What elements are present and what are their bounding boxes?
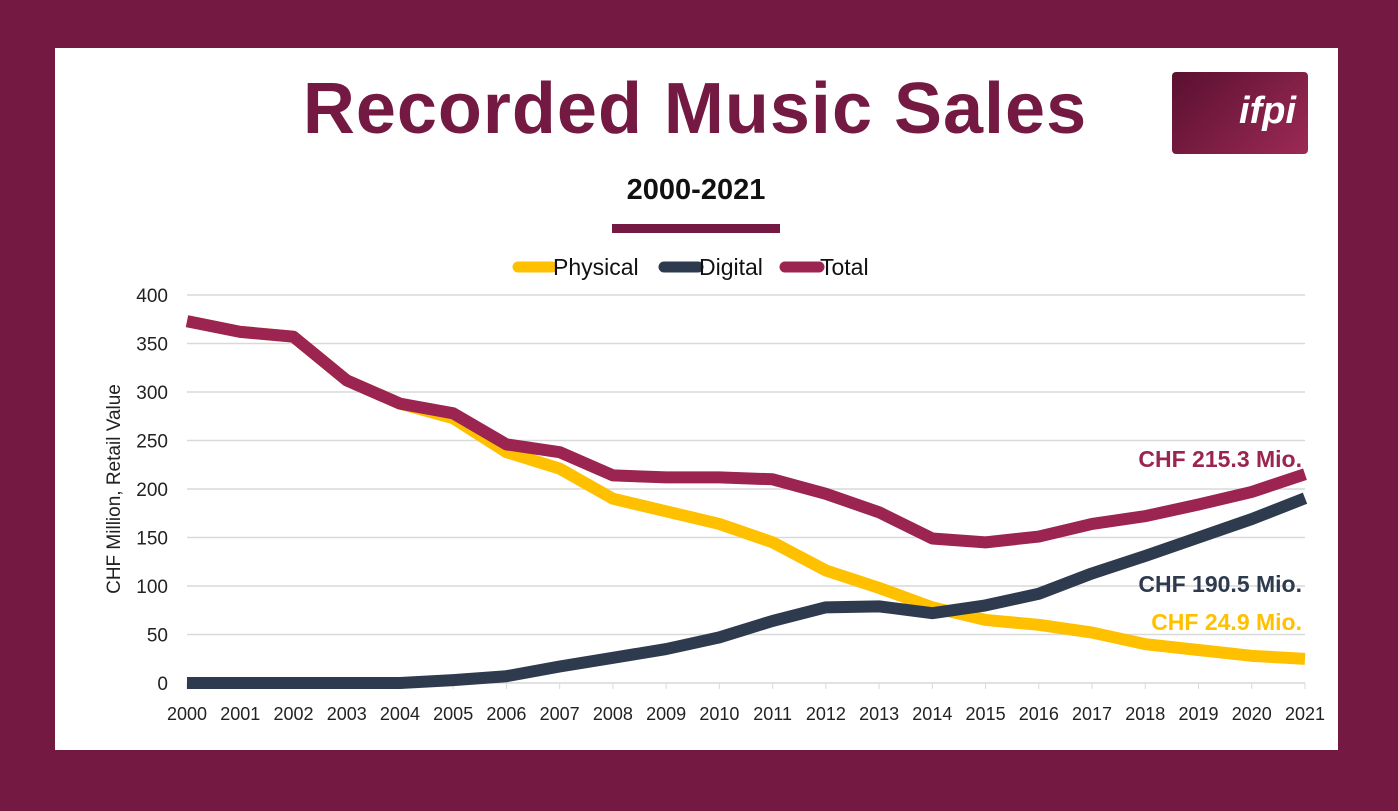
x-tick-label: 2019 [1179, 704, 1219, 724]
y-tick-label: 400 [136, 286, 168, 307]
y-axis-label: CHF Million, Retail Value [104, 384, 125, 594]
x-tick-label: 2021 [1285, 704, 1325, 724]
x-tick-label: 2011 [753, 704, 792, 724]
x-tick-label: 2002 [273, 704, 313, 724]
x-tick-label: 2020 [1232, 704, 1272, 724]
x-tick-label: 2005 [433, 704, 473, 724]
x-tick-label: 2007 [540, 704, 580, 724]
x-tick-label: 2003 [327, 704, 367, 724]
y-tick-label: 250 [136, 432, 168, 453]
legend-label-digital: Digital [699, 254, 763, 280]
x-tick-label: 2000 [167, 704, 207, 724]
x-tick-label: 2013 [859, 704, 899, 724]
x-tick-label: 2014 [912, 704, 952, 724]
ifpi-logo: ifpi [1172, 72, 1308, 154]
chart-title: Recorded Music Sales [302, 69, 1088, 149]
x-tick-label: 2017 [1072, 704, 1112, 724]
x-tick-label: 2010 [699, 704, 739, 724]
chart-subtitle: 2000-2021 [626, 174, 766, 206]
series-line-total [185, 315, 1307, 549]
end-label-digital: CHF 190.5 Mio. [1138, 571, 1302, 597]
x-tick-label: 2015 [966, 704, 1006, 724]
x-tick-label: 2016 [1019, 704, 1059, 724]
x-tick-label: 2004 [380, 704, 420, 724]
y-tick-label: 200 [136, 480, 168, 501]
y-tick-label: 50 [147, 626, 168, 647]
logo-text: ifpi [1239, 90, 1296, 132]
subtitle-underline [612, 224, 780, 233]
x-tick-label: 2001 [220, 704, 260, 724]
end-label-physical: CHF 24.9 Mio. [1151, 609, 1302, 635]
x-tick-label: 2012 [806, 704, 846, 724]
y-tick-label: 300 [136, 383, 168, 404]
series-line-physical [185, 315, 1306, 665]
legend-label-physical: Physical [553, 254, 639, 280]
y-tick-label: 150 [136, 529, 168, 550]
chart-panel [55, 48, 1338, 750]
end-label-total: CHF 215.3 Mio. [1138, 446, 1302, 472]
y-tick-label: 100 [136, 577, 168, 598]
series-line-digital [187, 492, 1308, 689]
y-tick-label: 0 [157, 674, 168, 695]
x-tick-label: 2006 [486, 704, 526, 724]
x-tick-label: 2008 [593, 704, 633, 724]
legend-label-total: Total [820, 254, 869, 280]
x-tick-label: 2009 [646, 704, 686, 724]
y-tick-label: 350 [136, 335, 168, 356]
x-tick-label: 2018 [1125, 704, 1165, 724]
